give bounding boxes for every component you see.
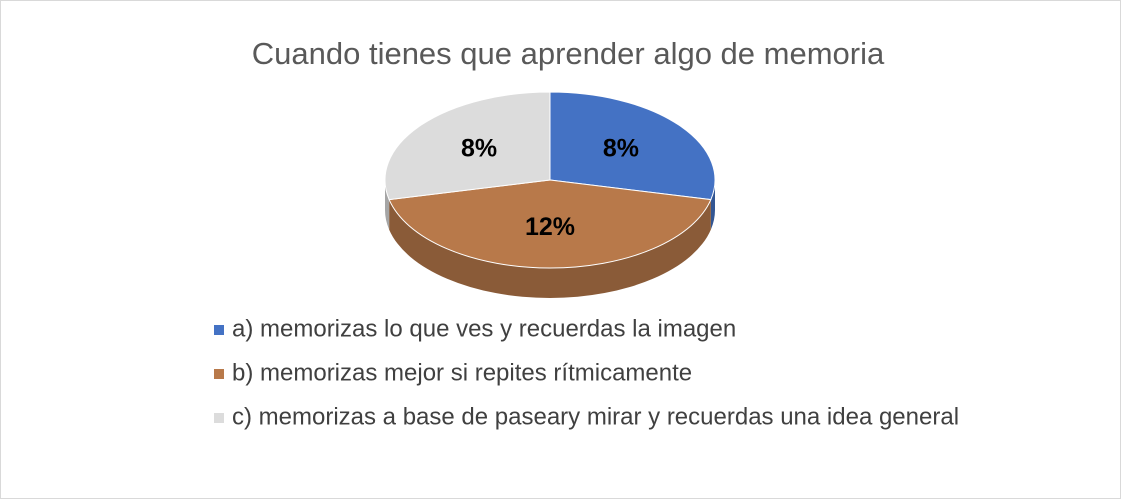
data-label: 8% [603,134,639,162]
pie-slice [384,91,551,201]
data-label: 12% [525,213,575,241]
legend-marker [214,369,224,379]
pie-slice-side [385,180,390,230]
pie-slice-side [710,180,715,230]
pie-slice [549,91,716,201]
legend-marker [214,413,224,423]
legend-label: c) memorizas a base de paseary mirar y r… [232,403,959,430]
chart-title: Cuando tienes que aprender algo de memor… [252,36,885,71]
pie-slice-side [389,199,711,298]
pie-slice [388,179,712,269]
legend-label: b) memorizas mejor si repites rítmicamen… [232,359,692,386]
legend-marker [214,325,224,335]
data-label: 8% [461,134,497,162]
legend-label: a) memorizas lo que ves y recuerdas la i… [232,315,736,342]
